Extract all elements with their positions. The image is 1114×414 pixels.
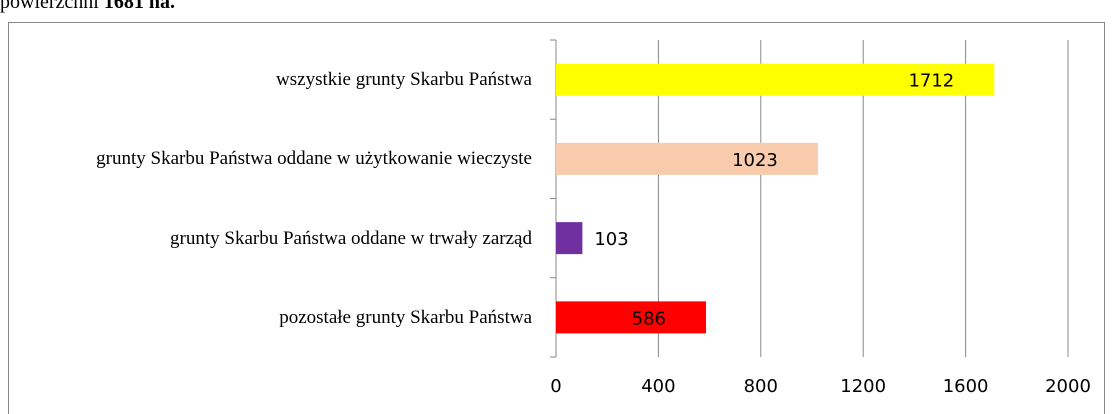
heading: powierzchni 1681 ha. bbox=[0, 0, 175, 13]
y-tick-label-box: grunty Skarbu Państwa oddane w użytkowan… bbox=[96, 129, 532, 189]
x-tick-label: 800 bbox=[744, 376, 778, 397]
y-tick-label: wszystkie grunty Skarbu Państwa bbox=[276, 69, 532, 91]
y-tick-label: grunty Skarbu Państwa oddane w użytkowan… bbox=[96, 148, 532, 170]
x-tick-label: 2000 bbox=[1045, 376, 1091, 397]
y-tick-label-box: wszystkie grunty Skarbu Państwa bbox=[276, 50, 532, 110]
x-tick-label: 1200 bbox=[840, 376, 886, 397]
bar bbox=[556, 301, 707, 334]
x-tick-label: 1600 bbox=[943, 376, 989, 397]
x-tick-label: 400 bbox=[641, 376, 675, 397]
bar bbox=[556, 222, 583, 255]
data-label: 1712 bbox=[908, 71, 954, 92]
bar bbox=[556, 63, 995, 96]
bar bbox=[556, 142, 818, 175]
chart-frame bbox=[8, 22, 1105, 414]
data-label: 103 bbox=[594, 229, 628, 250]
heading-bold: 1681 ha. bbox=[103, 0, 175, 13]
y-tick-label-box: grunty Skarbu Państwa oddane w trwały za… bbox=[170, 208, 532, 268]
y-tick-label: pozostałe grunty Skarbu Państwa bbox=[279, 306, 532, 328]
x-tick-label: 0 bbox=[550, 376, 561, 397]
heading-text: powierzchni bbox=[0, 0, 99, 13]
data-label: 586 bbox=[632, 308, 666, 329]
y-tick-label: grunty Skarbu Państwa oddane w trwały za… bbox=[170, 227, 532, 249]
data-label: 1023 bbox=[732, 150, 778, 171]
y-tick-label-box: pozostałe grunty Skarbu Państwa bbox=[279, 287, 532, 347]
